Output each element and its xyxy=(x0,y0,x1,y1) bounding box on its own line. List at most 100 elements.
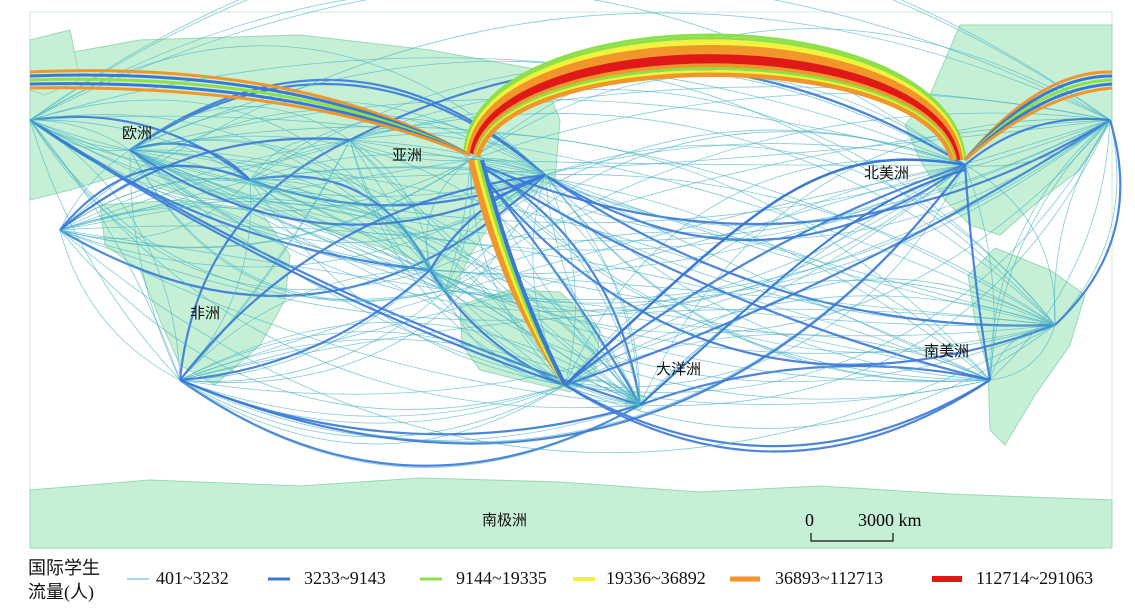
flow-line xyxy=(59,229,566,410)
flow-line xyxy=(249,179,566,386)
flow-line xyxy=(989,324,1056,381)
flow-line xyxy=(59,229,1056,453)
flow-line xyxy=(469,159,966,166)
legend-label: 3233~9143 xyxy=(304,568,386,588)
flow-line xyxy=(469,159,641,406)
flow-line xyxy=(564,279,1056,386)
scale-label: 3000 km xyxy=(858,510,922,530)
flow-line xyxy=(59,164,251,231)
flow-line xyxy=(129,149,446,302)
legend-label: 9144~19335 xyxy=(456,568,547,588)
region-label: 北美洲 xyxy=(864,165,909,182)
flow-line xyxy=(964,119,1111,167)
scale-label: 0 xyxy=(805,510,814,530)
flow-line xyxy=(179,269,431,381)
flow-line xyxy=(249,164,966,312)
flow-line xyxy=(29,115,251,181)
flow-line xyxy=(249,153,546,181)
flow-line xyxy=(59,12,1111,231)
flow-line xyxy=(639,164,966,406)
flow-line xyxy=(544,174,1056,326)
flow-line xyxy=(429,269,1056,383)
flow-line xyxy=(129,119,1111,251)
flow-line xyxy=(129,149,566,386)
flow-line xyxy=(564,119,1111,393)
flow-line xyxy=(639,278,1056,406)
flow-line xyxy=(469,159,1056,366)
flow-line xyxy=(564,163,966,386)
flow-line xyxy=(129,149,641,406)
flow-line xyxy=(179,139,351,381)
flow-line xyxy=(989,324,1056,381)
flow-line xyxy=(129,149,1056,327)
flow-line xyxy=(29,119,131,151)
flow-line xyxy=(349,139,566,386)
flow-line xyxy=(29,86,471,157)
flow-line xyxy=(249,174,546,235)
region-label: 欧洲 xyxy=(122,125,152,142)
flow-line xyxy=(429,119,1111,271)
flow-line xyxy=(469,119,1111,226)
flow-line xyxy=(179,331,566,386)
flow-line xyxy=(564,158,966,386)
flow-line xyxy=(129,149,446,291)
flow-line xyxy=(29,99,431,271)
flow-line xyxy=(349,132,991,381)
flow-line xyxy=(544,144,1056,326)
flow-line xyxy=(29,119,431,291)
flow-line xyxy=(444,112,1111,291)
flow-line xyxy=(469,28,1111,161)
legend-label: 36893~112713 xyxy=(775,568,883,588)
scale-line xyxy=(810,533,894,542)
flow-line xyxy=(59,139,351,231)
flow-line xyxy=(129,126,1056,326)
flow-line xyxy=(129,149,446,291)
flow-line xyxy=(129,149,966,312)
flow-line xyxy=(179,164,966,381)
flow-line xyxy=(179,379,641,467)
flow-line xyxy=(129,149,991,405)
flow-line xyxy=(179,289,446,382)
flow-line xyxy=(639,169,966,406)
legend-title: 流量(人) xyxy=(28,582,94,603)
flow-line xyxy=(639,118,1111,406)
flow-line xyxy=(544,174,576,386)
flow-line xyxy=(29,0,1111,121)
flow-line xyxy=(129,149,991,381)
region-label: 南极洲 xyxy=(482,512,527,529)
flow-line xyxy=(179,269,431,382)
flow-line xyxy=(639,364,991,407)
flow-line xyxy=(29,0,1111,121)
flow-line xyxy=(349,139,546,176)
region-labels: 欧洲 亚洲 北美洲 非洲 大洋洲 南美洲 南极洲 xyxy=(122,125,969,529)
flow-line xyxy=(564,164,966,386)
flow-line xyxy=(989,119,1111,381)
flow-lines xyxy=(29,0,1122,468)
flow-line xyxy=(59,229,446,291)
legend: 国际学生 流量(人) 401~3232 3233~9143 9144~19335 19… xyxy=(28,558,1093,603)
flow-line xyxy=(59,119,1111,321)
legend-label: 401~3232 xyxy=(156,568,229,588)
flow-line xyxy=(179,269,431,381)
flow-line xyxy=(963,164,992,381)
flow-line xyxy=(444,159,471,291)
flow-line xyxy=(429,173,546,271)
flow-line xyxy=(129,142,251,181)
flow-line xyxy=(469,159,1056,353)
flow-line xyxy=(544,174,1056,326)
flow-line xyxy=(989,119,1111,381)
flow-line xyxy=(129,139,446,291)
flow-line xyxy=(29,119,131,151)
region-label: 亚洲 xyxy=(392,148,422,164)
flow-line xyxy=(469,159,991,381)
flow-line xyxy=(59,229,181,381)
flow-line xyxy=(964,164,1056,326)
legend-label: 112714~291063 xyxy=(976,568,1093,588)
flow-line xyxy=(179,308,1056,381)
flow-line xyxy=(564,379,991,453)
flow-line xyxy=(249,167,991,381)
flow-line xyxy=(129,106,351,151)
flow-line xyxy=(179,379,641,468)
scale-bar: 0 3000 km xyxy=(805,510,922,542)
